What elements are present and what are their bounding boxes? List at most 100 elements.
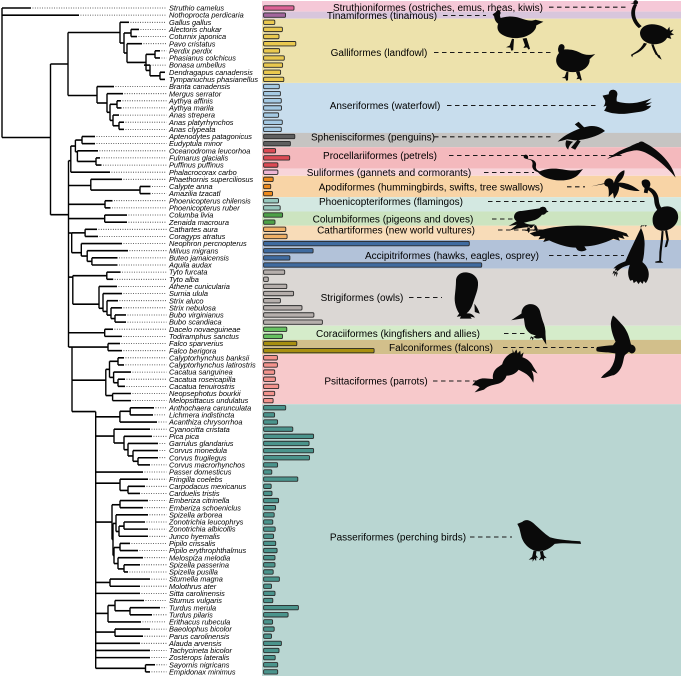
svg-text:Zonotrichia leucophrys: Zonotrichia leucophrys	[168, 518, 244, 527]
svg-text:Branta canadensis: Branta canadensis	[169, 82, 231, 91]
svg-text:Fringilla coelebs: Fringilla coelebs	[169, 475, 223, 484]
svg-text:Corvus frugilegus: Corvus frugilegus	[169, 453, 227, 462]
svg-text:Coturnix japonica: Coturnix japonica	[169, 32, 226, 41]
svg-text:Passer domesticus: Passer domesticus	[169, 468, 232, 477]
svg-text:Lichmera indistincta: Lichmera indistincta	[169, 411, 234, 420]
svg-text:Tachycineta bicolor: Tachycineta bicolor	[169, 646, 233, 655]
svg-text:Bubo scandiaca: Bubo scandiaca	[169, 318, 222, 327]
svg-text:Pavo cristatus: Pavo cristatus	[169, 39, 216, 48]
svg-text:Accipitriformes (hawks, eagles: Accipitriformes (hawks, eagles, osprey)	[365, 251, 539, 262]
svg-text:Cacatua roseicapilla: Cacatua roseicapilla	[169, 375, 236, 384]
svg-text:Perdix perdix: Perdix perdix	[169, 46, 212, 55]
svg-text:Aythya marila: Aythya marila	[168, 104, 214, 113]
svg-text:Zosterops lateralis: Zosterops lateralis	[168, 653, 230, 662]
svg-text:Psittaciformes (parrots): Psittaciformes (parrots)	[324, 377, 427, 388]
svg-text:Surnia ulula: Surnia ulula	[169, 289, 208, 298]
svg-text:Phoenicopterus chilensis: Phoenicopterus chilensis	[169, 196, 251, 205]
svg-text:Galliformes (landfowl): Galliformes (landfowl)	[331, 48, 428, 59]
svg-text:Phoenicopteriformes (flamingos: Phoenicopteriformes (flamingos)	[319, 197, 463, 208]
svg-text:Coragyps atratus: Coragyps atratus	[169, 232, 226, 241]
svg-text:Pipilo crissalis: Pipilo crissalis	[169, 539, 216, 548]
svg-text:Columba livia: Columba livia	[169, 211, 213, 220]
svg-text:Oceanodroma leucorhoa: Oceanodroma leucorhoa	[169, 146, 250, 155]
svg-text:Emberiza schoeniclus: Emberiza schoeniclus	[169, 503, 241, 512]
svg-text:Dendragapus canadensis: Dendragapus canadensis	[169, 68, 253, 77]
svg-text:Procellariiformes (petrels): Procellariiformes (petrels)	[323, 151, 437, 162]
svg-text:Calypte anna: Calypte anna	[169, 182, 213, 191]
svg-text:Cacatua tenuirostris: Cacatua tenuirostris	[169, 382, 235, 391]
svg-text:Melospiza melodia: Melospiza melodia	[169, 553, 230, 562]
svg-text:Amazilia tzacatl: Amazilia tzacatl	[168, 189, 221, 198]
svg-text:Carduelis tristis: Carduelis tristis	[169, 489, 220, 498]
svg-text:Sturnella magna: Sturnella magna	[169, 575, 223, 584]
svg-text:Passeriformes (perching birds): Passeriformes (perching birds)	[330, 533, 466, 544]
svg-text:Strix aluco: Strix aluco	[169, 296, 204, 305]
svg-text:Strix nebulosa: Strix nebulosa	[169, 303, 216, 312]
svg-text:Coraciiformes (kingfishers and: Coraciiformes (kingfishers and allies)	[316, 329, 480, 340]
svg-text:Apodiformes (hummingbirds, swi: Apodiformes (hummingbirds, swifts, tree …	[319, 182, 544, 193]
svg-text:Emberiza citrinella: Emberiza citrinella	[169, 496, 229, 505]
svg-text:Struthioniformes (ostriches, e: Struthioniformes (ostriches, emus, rheas…	[333, 3, 543, 14]
svg-text:Falco berigora: Falco berigora	[169, 346, 216, 355]
svg-text:Alauda arvensis: Alauda arvensis	[168, 639, 222, 648]
svg-text:Anas platyrhynchos: Anas platyrhynchos	[168, 118, 234, 127]
svg-text:Pica pica: Pica pica	[169, 432, 199, 441]
svg-text:Suliformes (gannets and cormor: Suliformes (gannets and cormorants)	[307, 168, 472, 179]
svg-text:Struthio camelus: Struthio camelus	[169, 4, 224, 13]
svg-text:Baeolophus bicolor: Baeolophus bicolor	[169, 625, 232, 634]
svg-text:Falco sparverius: Falco sparverius	[169, 339, 224, 348]
svg-text:Buteo jamaicensis: Buteo jamaicensis	[169, 254, 229, 263]
svg-text:Neophron percnopterus: Neophron percnopterus	[169, 239, 247, 248]
svg-text:Cathartiformes (new world vult: Cathartiformes (new world vultures)	[317, 226, 475, 237]
svg-text:Anas strepera: Anas strepera	[168, 111, 215, 120]
svg-text:Parus carolinensis: Parus carolinensis	[169, 632, 230, 641]
svg-text:Milvus migrans: Milvus migrans	[169, 246, 219, 255]
svg-text:Eudyptula minor: Eudyptula minor	[169, 139, 223, 148]
svg-text:Erithacus rubecula: Erithacus rubecula	[169, 618, 230, 627]
svg-text:Tyto alba: Tyto alba	[169, 275, 199, 284]
svg-text:Carpodacus mexicanus: Carpodacus mexicanus	[169, 482, 247, 491]
svg-text:Fulmarus glacialis: Fulmarus glacialis	[169, 154, 228, 163]
svg-text:Tyto furcata: Tyto furcata	[169, 268, 207, 277]
svg-text:Sitta carolinensis: Sitta carolinensis	[169, 589, 225, 598]
svg-text:Aptenodytes patagonicus: Aptenodytes patagonicus	[168, 132, 252, 141]
svg-text:Falconiformes (falcons): Falconiformes (falcons)	[389, 343, 493, 354]
svg-text:Phasianus colchicus: Phasianus colchicus	[169, 54, 236, 63]
svg-text:Spizella pusilla: Spizella pusilla	[169, 568, 218, 577]
svg-text:Empidonax minimus: Empidonax minimus	[169, 668, 236, 677]
svg-text:Nothoprocta perdicaria: Nothoprocta perdicaria	[169, 11, 244, 20]
svg-text:Aquila audax: Aquila audax	[168, 261, 212, 270]
svg-text:Corvus monedula: Corvus monedula	[169, 446, 227, 455]
svg-text:Anas clypeata: Anas clypeata	[168, 125, 215, 134]
svg-text:Junco hyemalis: Junco hyemalis	[168, 532, 220, 541]
svg-text:Spizella arborea: Spizella arborea	[169, 510, 222, 519]
svg-text:Phalacrocorax carbo: Phalacrocorax carbo	[169, 168, 237, 177]
svg-text:Bonasa umbellus: Bonasa umbellus	[169, 61, 226, 70]
svg-text:Zenaida macroura: Zenaida macroura	[168, 218, 229, 227]
svg-text:Mergus serrator: Mergus serrator	[169, 89, 222, 98]
svg-text:Sturnus vulgaris: Sturnus vulgaris	[169, 596, 222, 605]
svg-text:Columbiformes (pigeons and dov: Columbiformes (pigeons and doves)	[313, 215, 474, 226]
svg-text:Sphenisciformes (penguins): Sphenisciformes (penguins)	[311, 132, 435, 143]
svg-text:Puffinus puffinus: Puffinus puffinus	[169, 161, 224, 170]
svg-text:Todiramphus sanctus: Todiramphus sanctus	[169, 332, 239, 341]
svg-text:Phaethornis superciliosus: Phaethornis superciliosus	[169, 175, 254, 184]
svg-text:Tympanuchus phasianellus: Tympanuchus phasianellus	[169, 75, 258, 84]
svg-text:Dacelo novaeguineae: Dacelo novaeguineae	[169, 325, 241, 334]
svg-text:Melopsittacus undulatus: Melopsittacus undulatus	[169, 396, 249, 405]
svg-text:Athene cunicularia: Athene cunicularia	[168, 282, 230, 291]
svg-text:Cacatua sanguinea: Cacatua sanguinea	[169, 368, 233, 377]
svg-text:Phoenicopterus ruber: Phoenicopterus ruber	[169, 204, 240, 213]
svg-text:Garrulus glandarius: Garrulus glandarius	[169, 439, 234, 448]
svg-text:Pipilo erythrophthalmus: Pipilo erythrophthalmus	[169, 546, 247, 555]
svg-text:Aythya affinis: Aythya affinis	[168, 96, 213, 105]
svg-text:Corvus macrorhynchos: Corvus macrorhynchos	[169, 461, 245, 470]
svg-text:Cyanocitta cristata: Cyanocitta cristata	[169, 425, 230, 434]
svg-text:Calyptorhynchus latirostris: Calyptorhynchus latirostris	[169, 361, 256, 370]
svg-text:Acanthiza chrysorrhoa: Acanthiza chrysorrhoa	[168, 418, 243, 427]
svg-text:Neopsephotus bourkii: Neopsephotus bourkii	[169, 389, 241, 398]
svg-text:Gallus gallus: Gallus gallus	[169, 18, 212, 27]
svg-text:Anthochaera carunculata: Anthochaera carunculata	[168, 403, 251, 412]
svg-text:Anseriformes (waterfowl): Anseriformes (waterfowl)	[330, 101, 441, 112]
svg-text:Bubo virginianus: Bubo virginianus	[169, 311, 224, 320]
